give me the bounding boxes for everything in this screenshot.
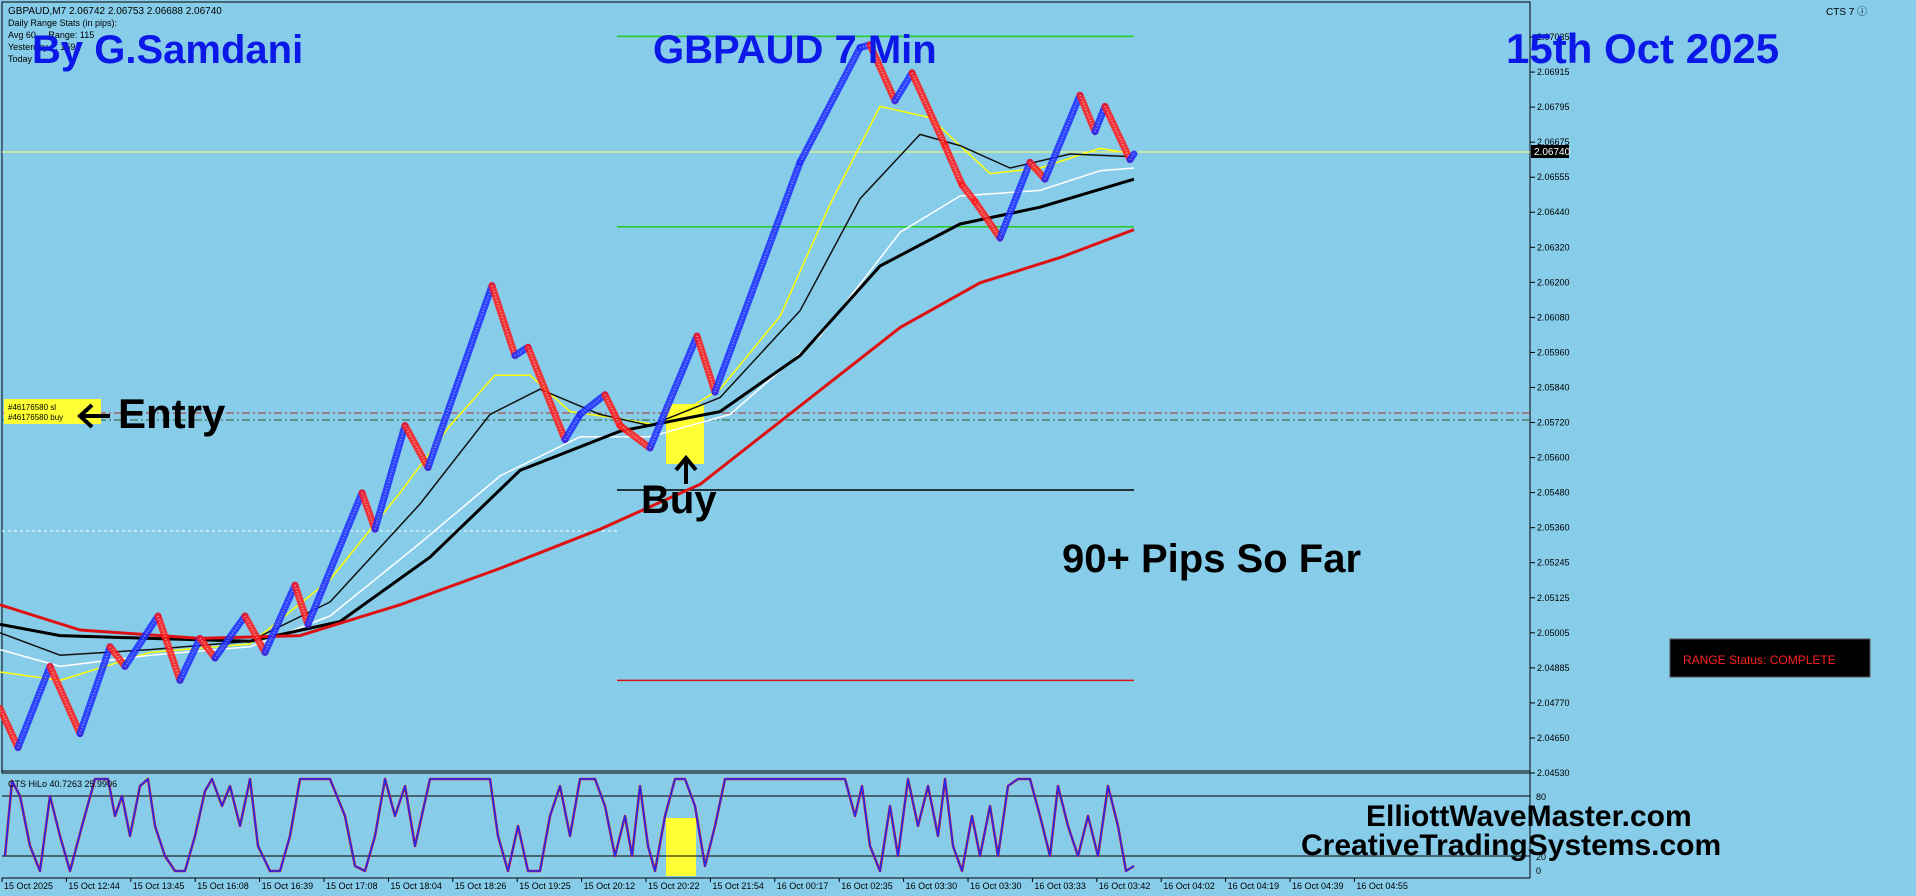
entry-label: Entry xyxy=(118,390,226,437)
time-tick-label: 15 Oct 20:12 xyxy=(584,881,636,891)
time-tick-label: 16 Oct 04:02 xyxy=(1163,881,1215,891)
buy-arrow-icon xyxy=(674,454,698,484)
stats-line-3: Yesterday ... 159 xyxy=(8,42,75,52)
oscillator-pane: 80 20 0 xyxy=(2,777,1546,876)
price-tick-label: 2.04885 xyxy=(1537,663,1570,673)
price-tick-label: 2.05360 xyxy=(1537,523,1570,533)
price-tick-label: 2.07035 xyxy=(1537,32,1570,42)
up-segment xyxy=(176,634,204,684)
time-tick-label: 15 Oct 13:45 xyxy=(133,881,185,891)
osc-buy-highlight xyxy=(666,818,696,876)
up-segment xyxy=(211,612,249,662)
website-1[interactable]: ElliottWaveMaster.com xyxy=(1366,800,1692,833)
price-tick-label: 2.06675 xyxy=(1537,137,1570,147)
plot-frame xyxy=(1,1,1531,774)
down-segment xyxy=(154,612,184,684)
stats-line-4: Today ... xyxy=(8,54,42,64)
time-tick-label: 15 Oct 16:08 xyxy=(197,881,249,891)
current-price-tag xyxy=(1531,145,1569,158)
price-tick-label: 2.05480 xyxy=(1537,488,1570,498)
price-tick-label: 2.06915 xyxy=(1537,67,1570,77)
price-tick-label: 2.04530 xyxy=(1537,768,1570,778)
price-tick-label: 2.05245 xyxy=(1537,558,1570,568)
price-tick-label: 2.05720 xyxy=(1537,418,1570,428)
order-tag-buy: #46176580 buy xyxy=(8,413,63,422)
cts-indicator-label[interactable]: CTS 7 ⓘ xyxy=(1826,6,1867,18)
time-tick-label: 16 Oct 03:30 xyxy=(970,881,1022,891)
price-tick-label: 2.04770 xyxy=(1537,698,1570,708)
level-lines xyxy=(617,35,1134,682)
current-price-label: 2.06740 xyxy=(1534,147,1571,158)
price-tick-label: 2.05600 xyxy=(1537,453,1570,463)
range-status-text: RANGE Status: COMPLETE xyxy=(1683,653,1836,667)
up-segment xyxy=(371,422,409,533)
down-segment xyxy=(693,332,719,396)
time-tick-label: 16 Oct 03:30 xyxy=(906,881,958,891)
price-axis: 2.07035 2.06915 2.06795 2.06675 2.06555 2.064… xyxy=(1530,32,1570,778)
up-segment xyxy=(304,489,366,628)
price-tick-label: 2.06555 xyxy=(1537,172,1570,182)
time-tick-label: 16 Oct 04:55 xyxy=(1356,881,1408,891)
symbol-line: GBPAUD,M7 2.06742 2.06753 2.06688 2.0674… xyxy=(8,6,222,17)
time-tick-label: 16 Oct 02:35 xyxy=(841,881,893,891)
price-tick-label: 2.05840 xyxy=(1537,382,1570,392)
time-tick-label: 16 Oct 04:39 xyxy=(1292,881,1344,891)
time-tick-label: 15 Oct 18:26 xyxy=(455,881,507,891)
time-tick-label: 15 Oct 16:39 xyxy=(262,881,314,891)
time-tick-label: 16 Oct 00:17 xyxy=(777,881,829,891)
price-tick-label: 2.05005 xyxy=(1537,628,1570,638)
time-tick-label: 16 Oct 03:42 xyxy=(1099,881,1151,891)
time-tick-label: 16 Oct 03:33 xyxy=(1034,881,1086,891)
down-segment xyxy=(401,422,432,472)
up-segment xyxy=(996,158,1034,242)
pips-label: 90+ Pips So Far xyxy=(1062,537,1361,581)
osc-tick-label: 80 xyxy=(1536,792,1546,802)
osc-line-blue xyxy=(4,778,1135,872)
time-tick-label: 15 Oct 21:54 xyxy=(712,881,764,891)
time-tick-label: 16 Oct 04:19 xyxy=(1228,881,1280,891)
time-tick-label: 15 Oct 18:04 xyxy=(390,881,442,891)
down-segment xyxy=(524,343,569,444)
time-tick-label: 15 Oct 17:08 xyxy=(326,881,378,891)
time-tick-label: 15 Oct 2025 xyxy=(4,881,53,891)
price-bars xyxy=(0,41,1138,752)
order-tag-sl: #46176580 sl xyxy=(8,403,56,412)
ma-line-2 xyxy=(0,133,1135,656)
price-tick-label: 2.06080 xyxy=(1537,312,1570,322)
date-label: 15th Oct 2025 xyxy=(1506,25,1779,72)
price-tick-label: 2.06200 xyxy=(1537,277,1570,287)
price-tick-label: 2.06795 xyxy=(1537,102,1570,112)
time-axis: 15 Oct 2025 15 Oct 12:44 15 Oct 13:45 15 Oc… xyxy=(1,878,1408,891)
time-tick-label: 15 Oct 20:22 xyxy=(648,881,700,891)
price-tick-label: 2.06440 xyxy=(1537,207,1570,217)
time-tick-label: 15 Oct 12:44 xyxy=(68,881,120,891)
oscillator-label: CTS HiLo 40.7263 25.9906 xyxy=(8,779,117,789)
price-tick-label: 2.04650 xyxy=(1537,733,1570,743)
ma-line-1 xyxy=(0,167,1135,668)
osc-tick-label: 20 xyxy=(1536,852,1546,862)
range-status-box xyxy=(1669,638,1871,678)
price-tick-label: 2.06320 xyxy=(1537,242,1570,252)
buy-zone-highlight xyxy=(666,404,704,464)
stats-line-1: Daily Range Stats (in pips): xyxy=(8,18,117,28)
price-tick-label: 2.05960 xyxy=(1537,347,1570,357)
chart-title: GBPAUD 7 Min xyxy=(653,28,937,72)
website-2[interactable]: CreativeTradingSystems.com xyxy=(1301,829,1721,862)
author-label: By G.Samdani xyxy=(32,28,303,72)
time-tick-label: 15 Oct 19:25 xyxy=(519,881,571,891)
down-segment xyxy=(601,391,624,430)
osc-tick-label: 0 xyxy=(1536,866,1541,876)
stats-line-2: Avg 60 ... Range: 115 xyxy=(8,30,94,40)
price-tick-label: 2.05125 xyxy=(1537,593,1570,603)
buy-label: Buy xyxy=(641,478,717,522)
entry-arrow-icon xyxy=(77,403,110,429)
